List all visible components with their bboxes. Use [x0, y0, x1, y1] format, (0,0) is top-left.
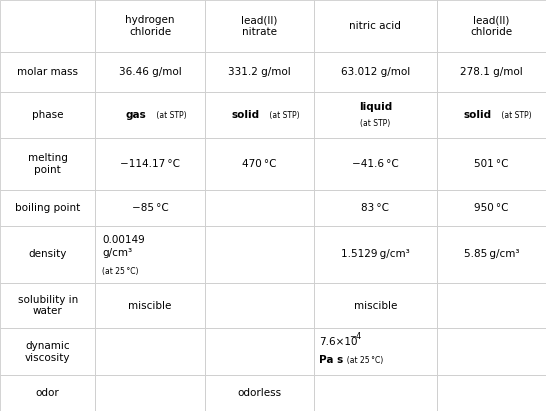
Bar [437, 226, 546, 283]
Text: (at STP): (at STP) [155, 111, 187, 120]
Bar [96, 0, 205, 52]
Bar [437, 139, 546, 190]
Bar [96, 375, 205, 411]
Text: gas: gas [126, 110, 147, 120]
Text: 7.6×10: 7.6×10 [319, 337, 358, 347]
Text: 36.46 g/mol: 36.46 g/mol [118, 67, 181, 77]
Bar [314, 139, 437, 190]
Bar [205, 190, 314, 226]
Text: solubility in
water: solubility in water [17, 295, 78, 316]
Bar [314, 328, 437, 375]
Text: liquid: liquid [359, 102, 392, 112]
Text: −114.17 °C: −114.17 °C [120, 159, 180, 169]
Text: −4: −4 [349, 332, 361, 341]
Text: 1.5129 g/cm³: 1.5129 g/cm³ [341, 249, 410, 259]
Text: (at STP): (at STP) [267, 111, 299, 120]
Bar [205, 52, 314, 92]
Bar [205, 226, 314, 283]
Text: 0.00149: 0.00149 [102, 235, 145, 245]
Text: solid: solid [232, 110, 259, 120]
Bar [0, 328, 96, 375]
Text: nitric acid: nitric acid [349, 21, 401, 31]
Bar [0, 226, 96, 283]
Bar [437, 328, 546, 375]
Text: miscible: miscible [128, 300, 171, 311]
Bar [96, 226, 205, 283]
Text: lead(II)
nitrate: lead(II) nitrate [241, 15, 277, 37]
Text: phase: phase [32, 110, 63, 120]
Text: (at STP): (at STP) [360, 119, 390, 128]
Bar [437, 92, 546, 139]
Text: hydrogen
chloride: hydrogen chloride [125, 15, 175, 37]
Text: (at 25 °C): (at 25 °C) [102, 267, 138, 276]
Text: (at STP): (at STP) [499, 111, 532, 120]
Text: miscible: miscible [354, 300, 397, 311]
Text: odor: odor [36, 388, 60, 398]
Text: 470 °C: 470 °C [242, 159, 276, 169]
Bar [437, 0, 546, 52]
Bar [96, 283, 205, 328]
Text: −41.6 °C: −41.6 °C [352, 159, 399, 169]
Bar [0, 0, 96, 52]
Bar [96, 92, 205, 139]
Bar [314, 283, 437, 328]
Text: lead(II)
chloride: lead(II) chloride [470, 15, 513, 37]
Bar [0, 52, 96, 92]
Bar [0, 92, 96, 139]
Bar [0, 190, 96, 226]
Bar [96, 52, 205, 92]
Text: solid: solid [464, 110, 492, 120]
Bar [437, 375, 546, 411]
Bar [96, 190, 205, 226]
Text: boiling point: boiling point [15, 203, 80, 213]
Bar [205, 139, 314, 190]
Bar [314, 52, 437, 92]
Text: density: density [28, 249, 67, 259]
Text: 63.012 g/mol: 63.012 g/mol [341, 67, 410, 77]
Text: 331.2 g/mol: 331.2 g/mol [228, 67, 290, 77]
Bar [205, 375, 314, 411]
Bar [205, 283, 314, 328]
Bar [0, 139, 96, 190]
Bar [437, 52, 546, 92]
Bar [0, 283, 96, 328]
Bar [437, 190, 546, 226]
Text: melting
point: melting point [28, 153, 68, 175]
Text: Pa s: Pa s [319, 355, 343, 365]
Text: 950 °C: 950 °C [474, 203, 509, 213]
Text: 83 °C: 83 °C [361, 203, 389, 213]
Bar [96, 328, 205, 375]
Bar [314, 375, 437, 411]
Bar [205, 328, 314, 375]
Text: 501 °C: 501 °C [474, 159, 509, 169]
Text: dynamic
viscosity: dynamic viscosity [25, 341, 70, 363]
Text: −85 °C: −85 °C [132, 203, 168, 213]
Bar [205, 0, 314, 52]
Text: molar mass: molar mass [17, 67, 78, 77]
Text: g/cm³: g/cm³ [102, 248, 132, 258]
Text: 278.1 g/mol: 278.1 g/mol [460, 67, 523, 77]
Text: 5.85 g/cm³: 5.85 g/cm³ [464, 249, 519, 259]
Bar [437, 283, 546, 328]
Bar [314, 190, 437, 226]
Text: odorless: odorless [237, 388, 281, 398]
Bar [314, 226, 437, 283]
Bar [314, 0, 437, 52]
Bar [205, 92, 314, 139]
Bar [96, 139, 205, 190]
Bar [314, 92, 437, 139]
Text: (at 25 °C): (at 25 °C) [342, 356, 383, 365]
Bar [0, 375, 96, 411]
